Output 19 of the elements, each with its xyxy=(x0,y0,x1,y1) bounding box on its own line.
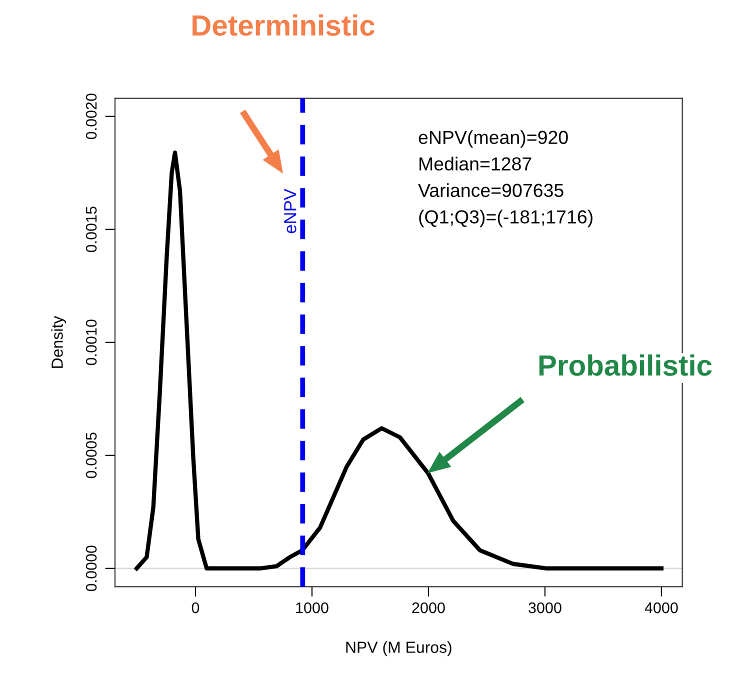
ref-line-label: eNPV xyxy=(284,188,296,234)
y-tick-label: 0.0015 xyxy=(86,206,97,252)
y-tick-label: 0.0010 xyxy=(86,320,97,366)
text: Deterministic xyxy=(192,14,375,36)
x-axis-title: NPV (M Euros) xyxy=(346,641,452,656)
y-axis-title: Density xyxy=(51,316,66,368)
annotation: Variance=907635 xyxy=(418,183,564,198)
annotation: Median=1287 xyxy=(420,156,532,171)
x-tick-label: 1000 xyxy=(296,602,328,614)
y-tick-label: 0.0020 xyxy=(86,94,97,140)
x-tick-label: 0 xyxy=(192,602,200,614)
y-tick-label: 0.0005 xyxy=(86,432,97,478)
x-tick-label: 2000 xyxy=(412,602,445,614)
annotation: Probabilistic xyxy=(539,354,712,376)
y-tick-label: 0.0000 xyxy=(86,546,97,592)
x-tick-label: 4000 xyxy=(644,602,678,614)
x-tick-label: 3000 xyxy=(528,602,562,614)
annotation: eNPV(mean)=920 xyxy=(418,130,568,148)
annotation: (Q1;Q3)=(-181;1716) xyxy=(419,210,592,228)
